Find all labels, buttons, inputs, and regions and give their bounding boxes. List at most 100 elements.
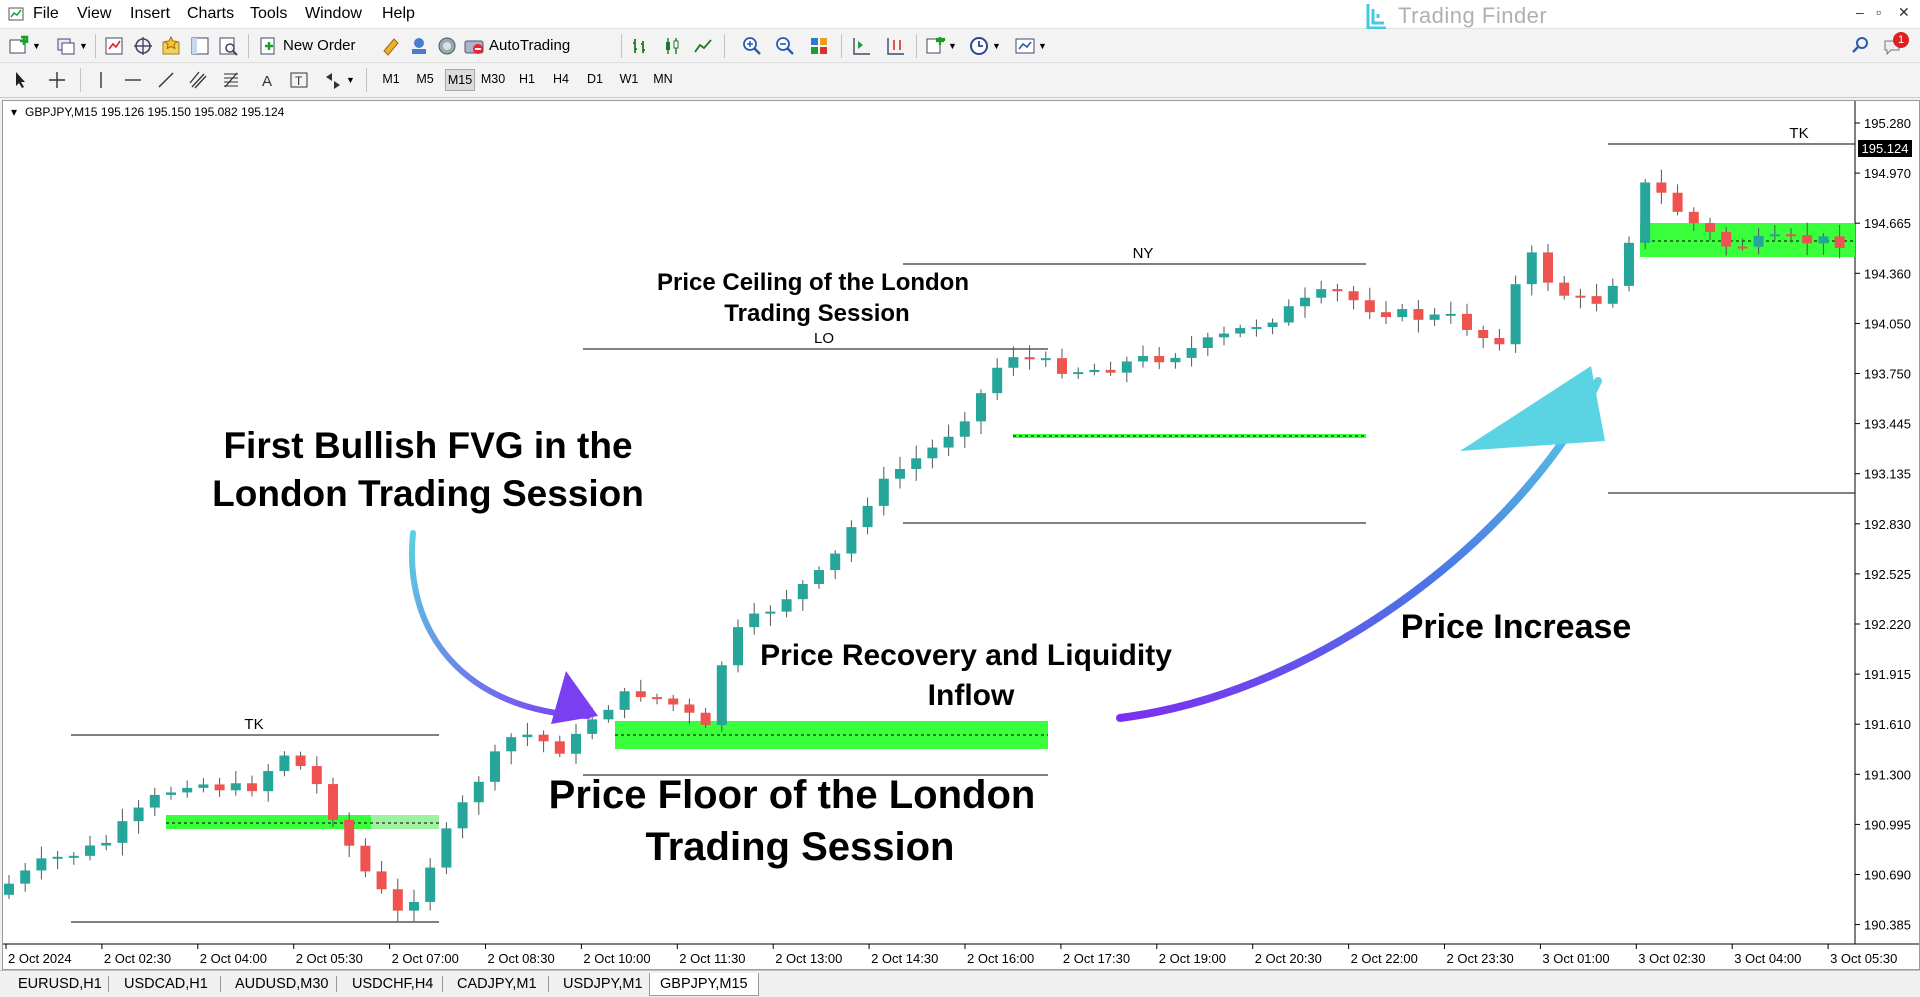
candle-bullish [20,870,31,884]
minimize-icon[interactable]: – [1856,4,1864,20]
time-label: 2 Oct 20:30 [1255,951,1322,966]
menu-file[interactable]: File [33,5,59,22]
menu-insert[interactable]: Insert [130,5,171,22]
timeframe-h1[interactable]: H1 [519,72,535,86]
timeframe-mn[interactable]: MN [653,72,673,86]
clock-icon [970,36,988,55]
tab-usdchf-h4[interactable]: USDCHF,H4 [352,976,434,992]
price-chart[interactable]: TK LO NY TK 195.280 194.970 194.665 194.360… [3,101,1919,969]
autotrading-button[interactable]: AutoTrading [463,33,570,58]
timeframe-m1[interactable]: M1 [382,72,400,86]
candle-bullish [749,613,760,628]
chart-shift-button[interactable] [850,33,872,58]
profiles-button[interactable]: ▼ [55,33,88,58]
text-tool-button[interactable]: A [256,67,278,92]
tab-usdjpy-m1[interactable]: USDJPY,M1 [563,976,643,992]
notifications-button[interactable]: 1 [1882,32,1909,58]
annotation-floor-line1: Price Floor of the London [549,773,1036,817]
new-chart-icon [9,35,29,53]
price-label: 191.610 [1864,717,1911,732]
tile-windows-button[interactable] [808,33,830,58]
horizontal-line-button[interactable] [122,67,144,92]
candle-bearish [1575,295,1586,298]
tab-audusd-m30[interactable]: AUDUSD,M30 [235,976,329,992]
timeframe-h4[interactable]: H4 [553,72,569,86]
zoom-in-button[interactable] [741,33,763,58]
navigator-icon [134,36,152,55]
fibonacci-button[interactable] [220,67,242,92]
market-button[interactable] [436,33,458,58]
text-label-button[interactable]: T [288,67,310,92]
time-label: 2 Oct 16:00 [967,951,1034,966]
candle-bullish [895,468,905,479]
tab-cadjpy-m1[interactable]: CADJPY,M1 [457,976,537,992]
signals-button[interactable] [408,33,430,58]
candle-bullish [1040,358,1051,361]
candle-bullish [733,627,743,666]
menu-window[interactable]: Window [305,5,362,22]
favorites-button[interactable] [160,33,182,58]
bar-chart-button[interactable] [629,33,651,58]
annotation-floor-line2: Trading Session [646,825,955,869]
tab-eurusd-h1[interactable]: EURUSD,H1 [18,976,102,992]
tab-separator [220,976,221,992]
timeframe-m15[interactable]: M15 [445,69,475,91]
metaeditor-button[interactable] [380,33,402,58]
autoscroll-button[interactable] [884,33,906,58]
timeframe-m30[interactable]: M30 [480,72,506,86]
candle-bearish [1413,309,1424,320]
menu-charts[interactable]: Charts [187,5,235,22]
timeframe-d1[interactable]: D1 [587,72,603,86]
crosshair-nav-button[interactable] [132,33,154,58]
new-chart-button[interactable]: ▼ [8,33,41,58]
candle-bullish [4,883,14,895]
candle-bullish [1267,322,1278,328]
candle-bullish [878,478,889,506]
timeframe-m5[interactable]: M5 [416,72,434,86]
new-order-label: New Order [283,37,356,54]
market-watch-button[interactable] [103,33,125,58]
indicators-button[interactable]: ▼ [924,33,957,58]
candle-bullish [814,570,824,585]
candlestick-button[interactable] [661,33,683,58]
trendline-button[interactable] [155,67,177,92]
candle-bullish [457,802,468,829]
time-label: 2 Oct 08:30 [488,951,555,966]
annotation-arrow-fvg [408,530,591,719]
candle-bullish [522,734,533,738]
chart-tabs-bar: EURUSD,H1 USDCAD,H1 AUDUSD,M30 USDCHF,H4… [0,970,1920,997]
menu-view[interactable]: View [77,5,112,22]
price-label: 193.750 [1864,367,1911,382]
tab-gbpjpy-m15[interactable]: GBPJPY,M15 [649,973,759,996]
arrows-button[interactable]: ▼ [322,67,355,92]
brand-logo: Trading Finder [1362,3,1548,30]
signals-icon [412,37,426,54]
candle-bullish [1089,369,1100,373]
restore-icon[interactable]: ▫ [1876,4,1881,20]
terminal-button[interactable] [189,33,211,58]
new-order-button[interactable]: New Order [257,33,356,58]
candle-bullish [619,691,630,710]
periods-button[interactable]: ▼ [968,33,1001,58]
close-icon[interactable]: ✕ [1898,4,1910,20]
templates-button[interactable]: ▼ [1014,33,1047,58]
search-icon[interactable] [1850,34,1872,56]
channel-button[interactable] [187,67,209,92]
cursor-tool-button[interactable] [10,67,32,92]
fvg-zone-tokyo-1-fade [371,815,439,829]
menu-help[interactable]: Help [382,5,415,22]
tab-usdcad-h1[interactable]: USDCAD,H1 [124,976,208,992]
brand-name: Trading Finder [1398,3,1548,28]
annotation-recovery-line2: Inflow [928,679,1015,712]
timeframe-w1[interactable]: W1 [619,72,639,86]
strategy-tester-button[interactable] [217,33,239,58]
zoom-out-button[interactable] [774,33,796,58]
line-chart-button[interactable] [692,33,714,58]
tab-separator [442,976,443,992]
vertical-line-button[interactable] [90,67,112,92]
chart-window[interactable]: TK LO NY TK 195.280 194.970 194.665 194.360… [2,100,1920,970]
crosshair-tool-button[interactable] [46,67,68,92]
menu-tools[interactable]: Tools [250,5,288,22]
candle-bullish [1138,356,1148,362]
tab-separator [548,976,549,992]
